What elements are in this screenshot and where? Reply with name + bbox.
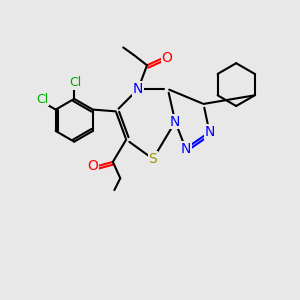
Text: Cl: Cl (70, 76, 82, 89)
Text: N: N (204, 125, 214, 139)
Text: N: N (181, 142, 191, 155)
Text: S: S (148, 152, 157, 166)
Text: N: N (133, 82, 143, 96)
Text: O: O (131, 50, 132, 51)
Text: O: O (88, 159, 98, 173)
Text: Cl: Cl (36, 93, 49, 106)
Text: O: O (161, 51, 172, 65)
Text: N: N (170, 115, 181, 129)
